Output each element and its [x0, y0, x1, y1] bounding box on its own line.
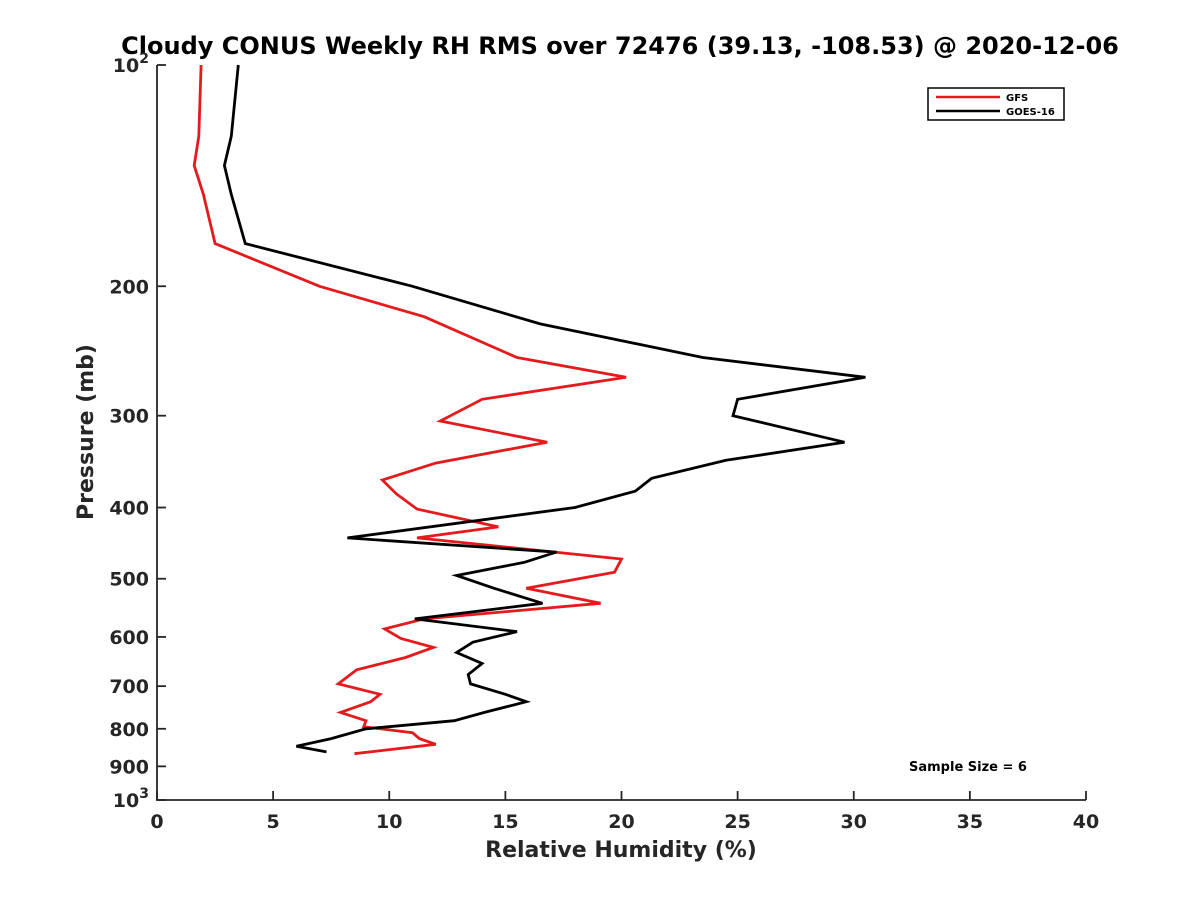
y-tick-label: 103 [113, 786, 149, 812]
legend-label-gfs: GFS [1006, 93, 1028, 104]
series-layer [192, 64, 866, 756]
y-tick-label: 200 [109, 276, 149, 298]
x-tick-label: 30 [841, 811, 867, 833]
y-tick-label: 900 [109, 756, 149, 778]
series-line-goes16 [222, 64, 866, 754]
y-tick-label: 800 [109, 719, 149, 741]
sample-size-annotation: Sample Size = 6 [909, 760, 1027, 775]
y-tick-label: 500 [109, 569, 149, 591]
x-axis-ticks: 0 5 10 15 20 25 30 35 40 [150, 791, 1099, 833]
legend: GFS GOES-16 [927, 87, 1065, 121]
y-tick-label: 700 [109, 676, 149, 698]
chart-title: Cloudy CONUS Weekly RH RMS over 72476 (3… [121, 32, 1119, 60]
series-line-gfs [192, 64, 627, 756]
x-tick-label: 10 [376, 811, 402, 833]
x-tick-label: 25 [724, 811, 750, 833]
plot-area [157, 65, 1086, 800]
y-tick-label: 400 [109, 498, 149, 520]
y-tick-label: 600 [109, 627, 149, 649]
x-tick-label: 20 [608, 811, 634, 833]
x-axis-label: Relative Humidity (%) [485, 838, 757, 863]
x-tick-label: 15 [492, 811, 518, 833]
x-tick-label: 35 [957, 811, 983, 833]
x-tick-label: 0 [150, 811, 163, 833]
legend-label-goes16: GOES-16 [1006, 107, 1055, 118]
y-tick-label: 102 [113, 51, 149, 77]
y-tick-label: 300 [109, 406, 149, 428]
x-tick-label: 40 [1073, 811, 1099, 833]
legend-box [927, 87, 1065, 121]
y-axis-label: Pressure (mb) [74, 344, 99, 520]
x-tick-label: 5 [267, 811, 280, 833]
y-axis-ticks: 102 200 300 400 500 600 700 800 900 103 [109, 51, 166, 812]
